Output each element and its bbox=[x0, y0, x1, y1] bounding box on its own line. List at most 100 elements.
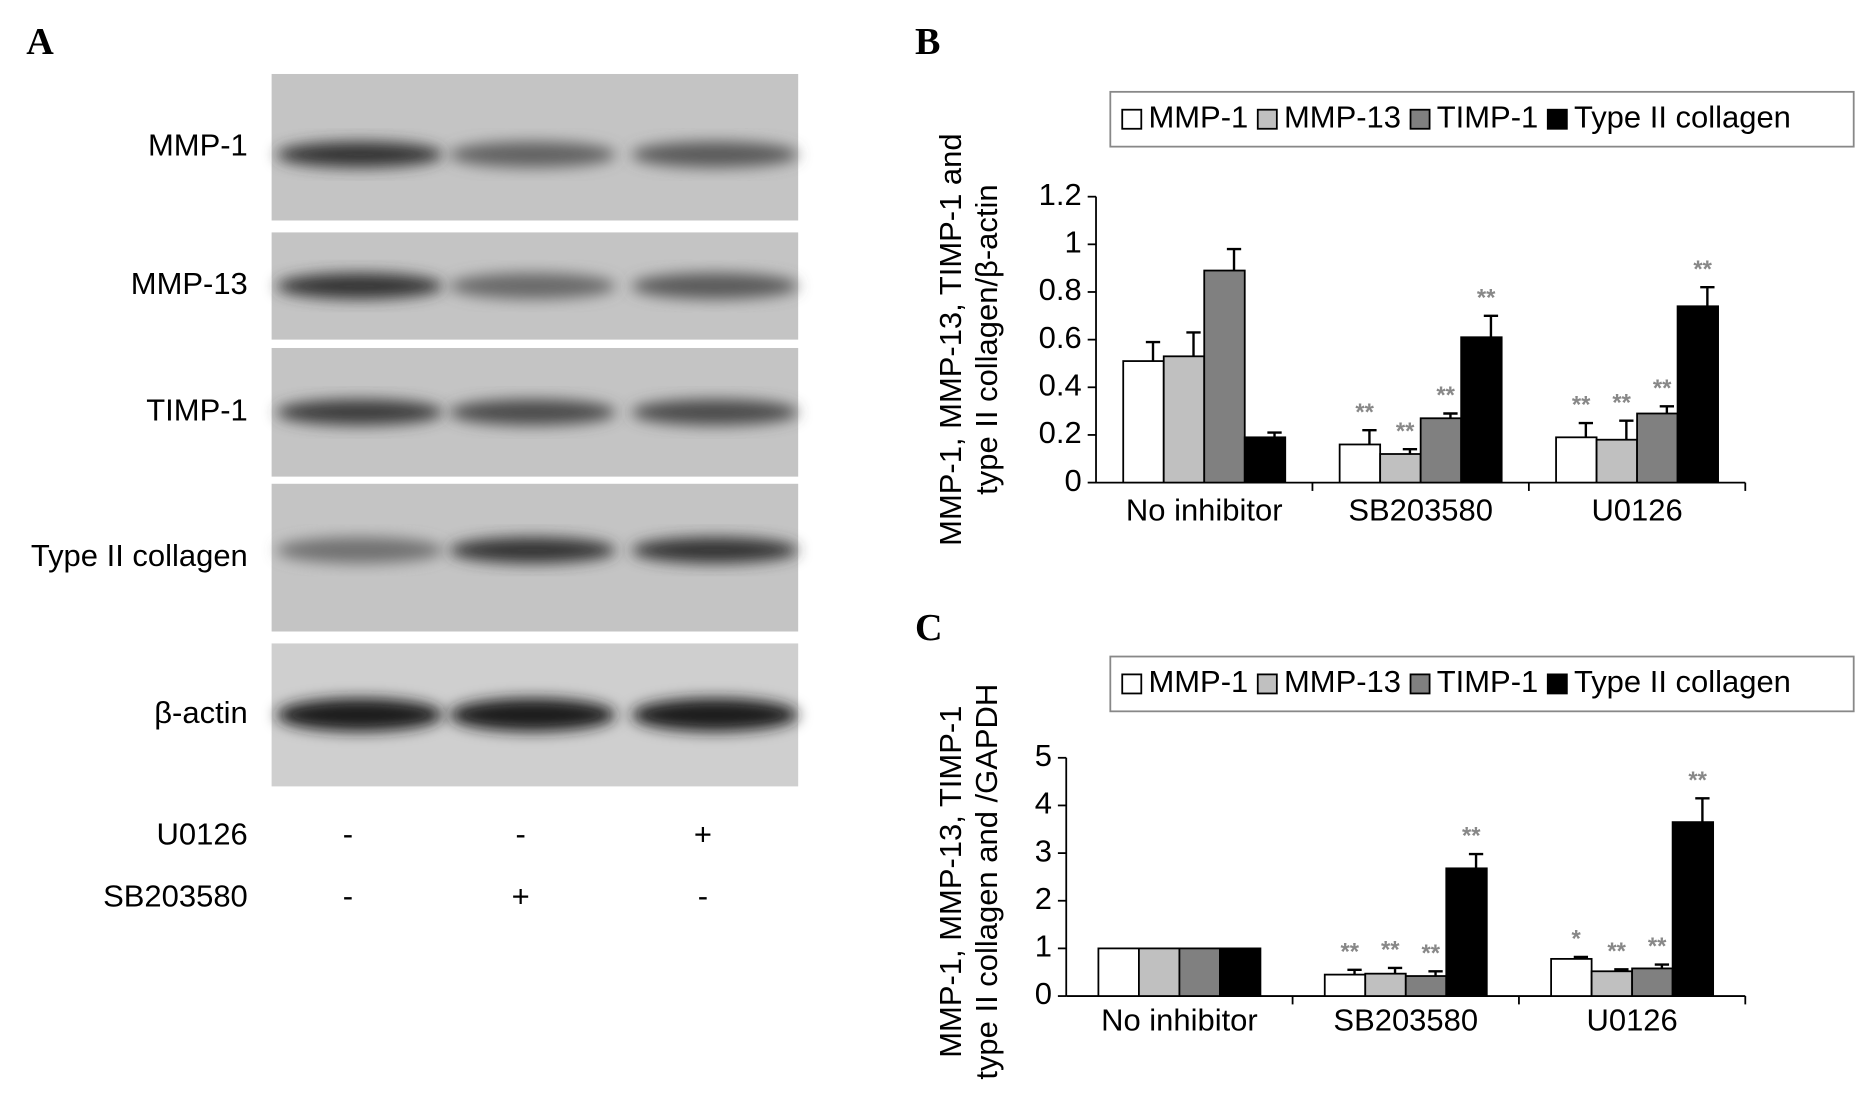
bar bbox=[1178, 947, 1221, 997]
error-bar bbox=[1468, 852, 1484, 869]
legend-swatch bbox=[1546, 673, 1568, 695]
x-tick-label: SB203580 bbox=[1348, 493, 1493, 528]
significance-label: ** bbox=[1688, 767, 1707, 794]
blot-band bbox=[631, 537, 799, 564]
legend-swatch bbox=[1409, 673, 1431, 695]
legend-label: TIMP-1 bbox=[1437, 99, 1539, 134]
error-bar bbox=[1186, 331, 1201, 357]
blot-band bbox=[449, 141, 616, 168]
legend-label: MMP-1 bbox=[1148, 664, 1248, 699]
y-tick-label: 0.2 bbox=[1039, 415, 1082, 450]
legend-label: MMP-13 bbox=[1284, 99, 1401, 134]
y-tick-label: 0 bbox=[1064, 463, 1081, 498]
western-blot bbox=[271, 73, 799, 787]
bar bbox=[1460, 336, 1503, 484]
significance-label: ** bbox=[1340, 938, 1359, 965]
error-bar bbox=[1614, 968, 1629, 972]
blot-row-label: TIMP-1 bbox=[146, 392, 248, 427]
legend-swatch bbox=[1256, 673, 1278, 695]
error-bar bbox=[1619, 419, 1634, 440]
error-bar bbox=[1226, 247, 1242, 271]
legend-label: TIMP-1 bbox=[1437, 664, 1539, 699]
significance-label: ** bbox=[1355, 399, 1374, 426]
y-axis-label: type II collagen and /GAPDH bbox=[969, 684, 1004, 1080]
bar bbox=[1338, 443, 1382, 484]
blot-band bbox=[449, 698, 616, 732]
treatment-sign: - bbox=[515, 817, 525, 852]
error-bar bbox=[1362, 428, 1377, 445]
significance-label: ** bbox=[1572, 392, 1591, 419]
blot-band bbox=[276, 272, 444, 300]
treatment-sign: + bbox=[512, 879, 530, 914]
blot-row-label: MMP-13 bbox=[131, 266, 248, 301]
bar bbox=[1138, 947, 1181, 997]
legend-label: Type II collagen bbox=[1574, 664, 1791, 699]
treatment-sign: - bbox=[698, 879, 708, 914]
x-tick-label: U0126 bbox=[1586, 1002, 1677, 1037]
y-axis-label: MMP-1, MMP-13, TIMP-1 and bbox=[933, 133, 968, 545]
y-tick-label: 0.6 bbox=[1039, 320, 1082, 355]
legend-label: MMP-1 bbox=[1148, 99, 1248, 134]
blot-band bbox=[631, 272, 799, 300]
blot-row-label: MMP-1 bbox=[148, 127, 248, 162]
y-tick-label: 3 bbox=[1035, 833, 1052, 868]
y-tick-label: 2 bbox=[1035, 881, 1052, 916]
y-tick-label: 4 bbox=[1035, 786, 1052, 821]
significance-label: ** bbox=[1462, 823, 1481, 850]
significance-label: ** bbox=[1422, 940, 1441, 967]
significance-label: ** bbox=[1612, 389, 1631, 416]
bar bbox=[1097, 947, 1140, 997]
significance-label: ** bbox=[1653, 375, 1672, 402]
bar bbox=[1590, 970, 1634, 997]
error-bar bbox=[1483, 314, 1499, 338]
panel-label: B bbox=[915, 21, 940, 63]
bar bbox=[1323, 973, 1367, 997]
blot-band bbox=[449, 399, 616, 426]
bar bbox=[1671, 821, 1715, 997]
error-bar bbox=[1347, 968, 1362, 975]
legend-swatch bbox=[1121, 108, 1143, 130]
y-tick-label: 0 bbox=[1035, 976, 1052, 1011]
panel-label: C bbox=[915, 607, 943, 649]
error-bar bbox=[1573, 955, 1589, 959]
error-bar bbox=[1145, 340, 1161, 362]
bar bbox=[1203, 269, 1246, 484]
legend-swatch bbox=[1256, 108, 1278, 130]
error-bar bbox=[1695, 797, 1710, 823]
significance-label: ** bbox=[1693, 256, 1712, 283]
bar bbox=[1631, 967, 1674, 997]
treatment-sign: - bbox=[343, 879, 353, 914]
x-tick-label: U0126 bbox=[1591, 493, 1682, 528]
x-tick-label: SB203580 bbox=[1333, 1002, 1478, 1037]
treatment-sign: - bbox=[343, 817, 353, 852]
blot-band bbox=[631, 141, 799, 168]
bar bbox=[1445, 867, 1488, 997]
legend-swatch bbox=[1121, 673, 1143, 695]
bar bbox=[1162, 355, 1206, 484]
error-bar bbox=[1578, 421, 1594, 438]
bar bbox=[1636, 412, 1679, 484]
legend-box bbox=[1109, 90, 1855, 148]
blot-band bbox=[449, 272, 616, 300]
legend-label: MMP-13 bbox=[1284, 664, 1401, 699]
bar bbox=[1243, 436, 1287, 484]
blot-band bbox=[631, 399, 799, 426]
legend-swatch bbox=[1409, 108, 1431, 130]
y-tick-label: 1.2 bbox=[1039, 177, 1082, 212]
treatment-label: SB203580 bbox=[103, 879, 248, 914]
significance-label: * bbox=[1571, 926, 1581, 953]
error-bar bbox=[1443, 412, 1458, 419]
y-tick-label: 0.4 bbox=[1039, 367, 1082, 402]
legend-label: Type II collagen bbox=[1574, 99, 1791, 134]
bar bbox=[1122, 360, 1165, 484]
panel-label: A bbox=[26, 21, 54, 63]
bar bbox=[1404, 975, 1448, 997]
legend-box bbox=[1109, 655, 1855, 713]
significance-label: ** bbox=[1648, 933, 1667, 960]
blot-band bbox=[276, 141, 444, 168]
bar bbox=[1419, 417, 1463, 484]
bar bbox=[1555, 436, 1598, 484]
blot-band bbox=[276, 537, 444, 564]
error-bar bbox=[1387, 966, 1403, 974]
